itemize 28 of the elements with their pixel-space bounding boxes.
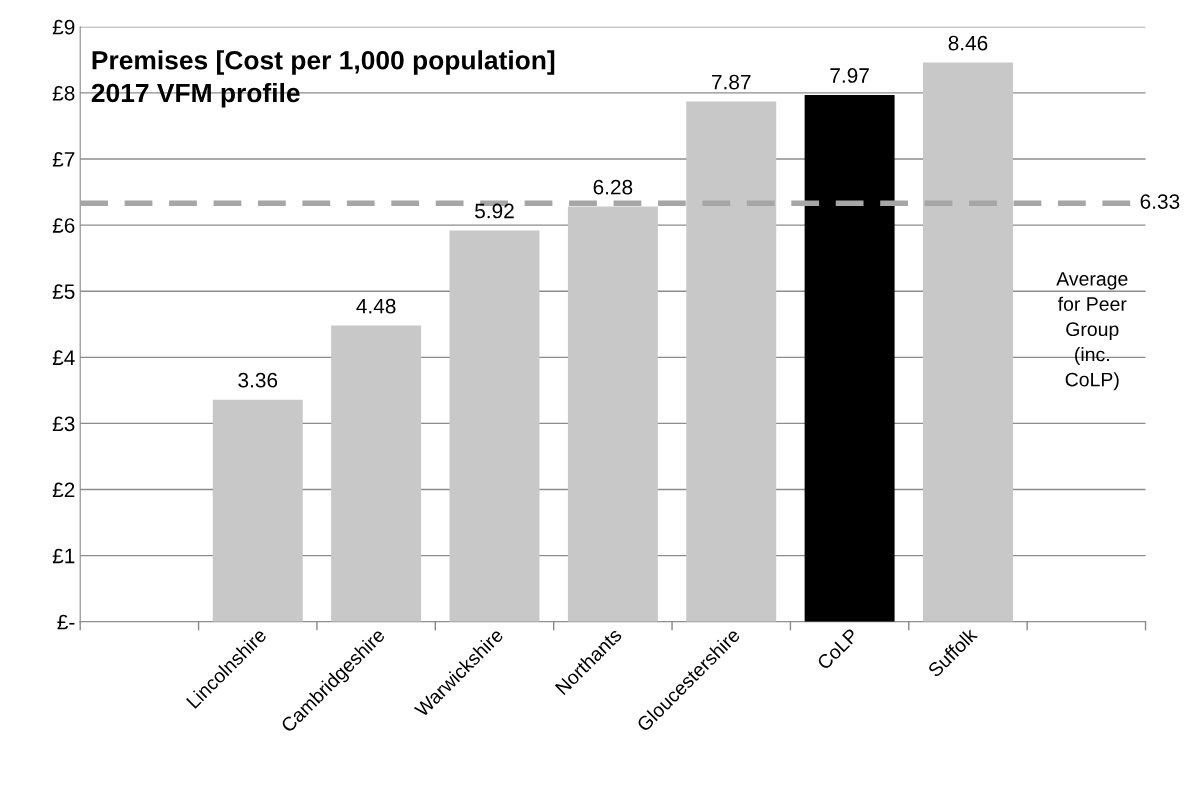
- text: 2017 VFM profile: [91, 82, 300, 108]
- data-label: 3.36: [238, 372, 278, 388]
- bar: [212, 399, 303, 622]
- bar: [449, 230, 540, 622]
- data-label: 6.28: [593, 179, 633, 195]
- y-tick-label: £7: [52, 152, 75, 167]
- y-tick-label: £8: [52, 85, 75, 101]
- data-label: 4.48: [356, 298, 396, 314]
- bar: [331, 325, 422, 622]
- y-tick-label: £3: [52, 416, 75, 432]
- data-label: 7.87: [712, 74, 751, 90]
- y-tick-label: £4: [52, 350, 75, 365]
- bar: [567, 206, 658, 622]
- annotation: Average for Peer Group (inc. CoLP): [1056, 272, 1128, 391]
- y-tick-label: £5: [52, 284, 75, 299]
- y-tick-label: £-: [57, 614, 75, 630]
- bar: [922, 62, 1013, 622]
- data-label: 8.46: [948, 35, 988, 51]
- ref-line-label: 6.33: [1140, 194, 1180, 209]
- bar: [804, 94, 895, 622]
- y-tick-label: £2: [52, 482, 75, 498]
- data-label: 7.97: [830, 68, 869, 83]
- data-label: 5.92: [475, 203, 514, 219]
- y-tick-label: £6: [52, 218, 75, 233]
- text: Premises [Cost per 1,000 population]: [92, 50, 555, 75]
- bar: [686, 101, 777, 622]
- y-tick-label: £1: [52, 548, 75, 564]
- y-tick-label: £9: [52, 19, 75, 35]
